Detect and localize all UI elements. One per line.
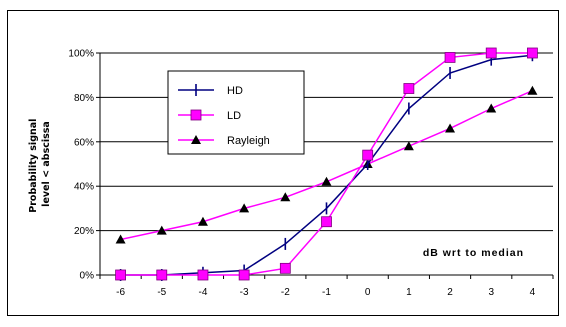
point-ld-7 bbox=[403, 83, 415, 94]
point-ld-4 bbox=[279, 262, 291, 274]
y-tick-label-4: 80% bbox=[74, 93, 94, 104]
y-tick-label-5: 100% bbox=[68, 49, 94, 60]
x-tick-label-4: -2 bbox=[281, 287, 290, 298]
y-axis-title-line-2: level < abscissa bbox=[41, 121, 52, 207]
point-rayleigh-8 bbox=[445, 123, 456, 133]
point-rayleigh-1 bbox=[156, 225, 167, 235]
x-tick-label-10: 4 bbox=[530, 287, 536, 298]
x-tick-labels: -6 -5 -4 -3 -2 -1 0 1 2 3 4 bbox=[116, 287, 535, 298]
series-group bbox=[115, 47, 538, 281]
x-tick-label-1: -5 bbox=[157, 287, 166, 298]
y-tick-label-0: 0% bbox=[80, 271, 95, 282]
point-ld-0 bbox=[115, 269, 126, 281]
legend-label-hd: HD bbox=[227, 85, 243, 97]
point-rayleigh-0 bbox=[115, 234, 126, 244]
legend-label-ld: LD bbox=[227, 110, 241, 122]
legend-marker-ld bbox=[190, 109, 202, 121]
line-chart: Probability signal level < abscissa 0%20… bbox=[28, 47, 554, 298]
chart-frame: Probability signal level < abscissa 0% 20… bbox=[7, 10, 559, 316]
x-tick-label-8: 2 bbox=[447, 287, 453, 298]
point-ld-8 bbox=[444, 52, 456, 63]
point-ld-10 bbox=[527, 47, 538, 59]
y-axis-title-line-1: Probability signal bbox=[28, 119, 39, 213]
x-tick-label-2: -4 bbox=[199, 287, 208, 298]
point-rayleigh-9 bbox=[486, 103, 497, 113]
x-tick-label-0: -6 bbox=[116, 287, 125, 298]
point-rayleigh-3 bbox=[239, 203, 250, 213]
x-axis-annotation: dB wrt to median bbox=[423, 247, 524, 259]
axes bbox=[96, 52, 554, 279]
y-tick-label-1: 20% bbox=[74, 226, 94, 237]
x-tick-label-9: 3 bbox=[488, 287, 494, 298]
legend-label-rayleigh: Rayleigh bbox=[227, 135, 270, 147]
y-tick-labels: 0% 20% 40% 60% 80% 100% bbox=[68, 49, 94, 282]
series-rayleigh bbox=[115, 85, 538, 244]
point-rayleigh-10 bbox=[527, 85, 538, 95]
x-tick-label-6: 0 bbox=[365, 287, 371, 298]
x-tick-label-7: 1 bbox=[406, 287, 412, 298]
point-ld-1 bbox=[156, 269, 168, 281]
y-tick-label-2: 40% bbox=[74, 182, 94, 193]
point-rayleigh-5 bbox=[321, 176, 332, 186]
y-tick-label-3: 60% bbox=[74, 137, 94, 148]
y-axis-title: Probability signal level < abscissa bbox=[28, 115, 52, 212]
x-tick-label-5: -1 bbox=[322, 287, 331, 298]
point-ld-3 bbox=[238, 269, 250, 281]
legend: HD LD Rayleigh bbox=[167, 70, 305, 155]
point-rayleigh-2 bbox=[197, 216, 208, 226]
series-ld bbox=[115, 47, 538, 281]
point-ld-2 bbox=[197, 269, 209, 281]
point-ld-6 bbox=[362, 149, 374, 161]
legend-marker-rayleigh bbox=[191, 135, 201, 144]
x-tick-label-3: -3 bbox=[240, 287, 249, 298]
point-rayleigh-7 bbox=[403, 141, 414, 151]
point-rayleigh-4 bbox=[280, 192, 291, 202]
point-ld-9 bbox=[485, 47, 497, 59]
point-ld-5 bbox=[321, 216, 332, 228]
